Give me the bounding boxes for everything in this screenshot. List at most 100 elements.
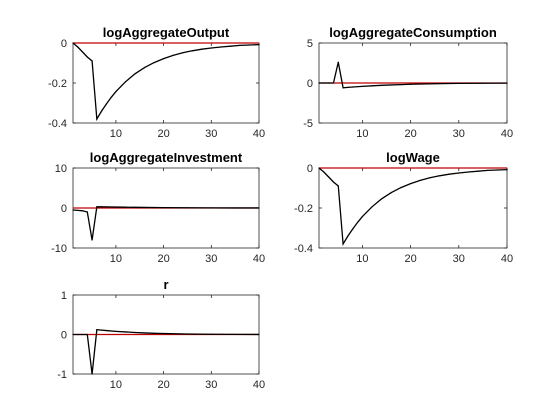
y-tick-label: -0.2: [48, 78, 67, 90]
data-point: [143, 67, 146, 69]
data-point: [342, 87, 344, 89]
data-point: [458, 82, 460, 84]
data-point: [124, 206, 127, 208]
data-point: [356, 221, 359, 223]
data-point: [77, 46, 79, 48]
data-point: [390, 84, 392, 86]
data-point: [381, 198, 383, 200]
data-point: [96, 206, 98, 208]
data-point: [91, 239, 93, 241]
data-point: [234, 207, 236, 209]
data-point: [105, 206, 107, 208]
data-point: [186, 333, 189, 335]
data-point: [371, 206, 373, 208]
x-tick-label: 30: [453, 128, 465, 140]
data-point: [81, 333, 84, 336]
data-point: [409, 183, 412, 185]
data-point: [96, 329, 98, 331]
x-tick-label: 10: [110, 253, 122, 265]
data-point: [77, 333, 79, 336]
data-point: [210, 207, 212, 209]
data-point: [419, 179, 421, 181]
data-point: [86, 211, 88, 213]
series-line: [319, 62, 508, 89]
data-point: [210, 333, 212, 335]
data-point: [115, 91, 117, 93]
data-point: [72, 333, 74, 336]
data-point: [72, 209, 74, 211]
x-tick-label: 20: [404, 253, 416, 265]
data-point: [229, 45, 231, 47]
data-point: [258, 333, 260, 336]
data-point: [115, 206, 117, 208]
subplot-0: logAggregateOutput 10 20 30 40 0 -0.2 -0.4: [48, 25, 265, 140]
data-point: [332, 181, 335, 183]
x-tick-label: 20: [157, 128, 169, 140]
data-point: [328, 82, 330, 84]
subplot-3: logWage 10 20 30 40 0 -0.2 -0.4: [294, 150, 513, 265]
data-point: [96, 118, 98, 120]
data-point: [124, 81, 127, 83]
data-point: [323, 82, 325, 84]
x-tick-label: 40: [501, 128, 513, 140]
data-point: [409, 83, 412, 85]
x-tick-label: 40: [501, 253, 513, 265]
data-point: [101, 206, 103, 208]
y-tick-label: -10: [51, 243, 67, 255]
y-tick-label: 0: [61, 203, 67, 215]
data-point: [115, 330, 117, 332]
y-tick-label: 5: [307, 38, 313, 50]
data-point: [81, 51, 84, 53]
axes-box: [72, 42, 260, 124]
data-point: [337, 185, 339, 187]
data-point: [318, 167, 320, 169]
y-tick-label: 1: [61, 290, 67, 302]
data-point: [496, 169, 498, 171]
x-tick-label: 10: [356, 128, 368, 140]
data-point: [506, 82, 508, 84]
data-point: [134, 206, 136, 208]
y-tick-label: -5: [303, 118, 313, 130]
data-point: [323, 171, 325, 173]
x-tick-label: 30: [453, 253, 465, 265]
data-point: [258, 207, 260, 209]
data-point: [477, 170, 479, 172]
data-point: [86, 333, 88, 336]
data-point: [201, 48, 203, 50]
data-point: [429, 177, 431, 179]
subplot-title: logAggregateInvestment: [90, 150, 243, 165]
data-point: [163, 58, 165, 60]
data-point: [318, 82, 320, 84]
x-tick-label: 10: [110, 128, 122, 140]
data-point: [381, 84, 383, 86]
data-point: [371, 85, 373, 87]
data-point: [101, 329, 103, 331]
data-point: [487, 169, 489, 171]
y-tick-label: -0.4: [294, 243, 313, 255]
data-point: [220, 46, 222, 48]
data-point: [153, 332, 155, 334]
y-tick-label: 10: [55, 163, 67, 175]
data-point: [438, 175, 441, 177]
data-point: [361, 85, 363, 87]
data-point: [86, 56, 88, 58]
axes-box: [318, 167, 508, 249]
data-point: [352, 86, 354, 88]
y-tick-label: 0: [61, 330, 67, 342]
x-tick-label: 20: [404, 128, 416, 140]
data-point: [182, 52, 184, 54]
x-tick-label: 30: [205, 379, 217, 391]
data-point: [91, 373, 93, 375]
subplot-title: logWage: [386, 150, 440, 165]
data-point: [258, 44, 260, 46]
data-point: [400, 187, 402, 189]
data-point: [163, 332, 165, 335]
y-tick-label: -0.4: [48, 118, 67, 130]
y-tick-label: 0: [61, 38, 67, 50]
data-point: [352, 228, 354, 230]
data-point: [163, 207, 165, 209]
data-point: [191, 50, 193, 52]
data-point: [143, 206, 146, 209]
